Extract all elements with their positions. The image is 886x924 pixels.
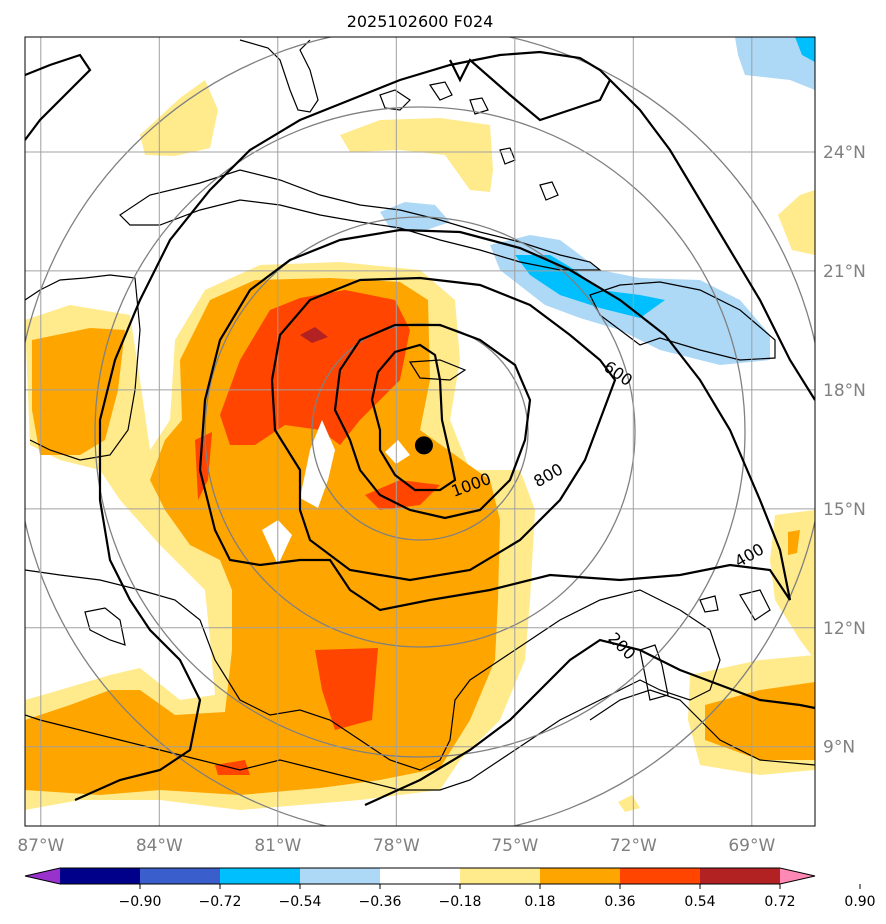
lat-lon-gridlines xyxy=(25,37,815,826)
shade-hole-2 xyxy=(262,520,292,565)
storm-center-marker xyxy=(414,436,433,455)
x-axis-ticks: 87°W 84°W 81°W 78°W 75°W 72°W 69°W xyxy=(17,836,775,856)
shade-region-orange-main xyxy=(25,278,500,795)
colorbar-segment xyxy=(540,868,621,884)
shade-region-darkred xyxy=(300,327,328,343)
contour-600 xyxy=(270,276,617,582)
contour-1000 xyxy=(370,343,457,492)
coastlines xyxy=(25,39,815,791)
map-area: 1000 800 600 400 200 xyxy=(25,37,815,826)
x-tick-label: 78°W xyxy=(373,836,420,856)
shade-region-lightblue-ne xyxy=(735,37,815,90)
x-tick-label: 75°W xyxy=(491,836,538,856)
shade-region-yellow-s xyxy=(618,795,640,812)
y-tick-label: 21°N xyxy=(823,262,866,282)
x-tick-label: 84°W xyxy=(136,836,183,856)
coast-central-america xyxy=(25,569,721,791)
coast-south-america xyxy=(589,689,815,766)
y-tick-label: 9°N xyxy=(823,738,855,758)
colorbar-segment xyxy=(300,868,381,884)
shade-region-red-small-1 xyxy=(365,480,440,510)
colorbar-segment xyxy=(140,868,221,884)
coast-islands-s xyxy=(699,589,771,621)
shade-region-red-small-2 xyxy=(315,648,378,730)
contour-200b xyxy=(364,638,815,807)
coast-island-1 xyxy=(84,607,126,646)
colorbar-tick-label: −0.72 xyxy=(199,894,242,910)
shade-region-orange-west xyxy=(32,328,125,455)
x-tick-label: 81°W xyxy=(254,836,301,856)
colorbar-extend-low xyxy=(25,868,60,884)
y-tick-label: 12°N xyxy=(823,619,866,639)
shade-region-orange-se xyxy=(705,682,815,760)
coast-islands-n xyxy=(379,81,559,201)
colorbar-segment xyxy=(380,868,461,884)
colorbar-tick-label: −0.90 xyxy=(119,894,162,910)
x-tick-label: 69°W xyxy=(728,836,775,856)
colorbar: −0.90 −0.72 −0.54 −0.36 −0.18 0.18 0.36 0.54 0.7… xyxy=(24,867,876,910)
coast-cuba xyxy=(119,169,602,271)
shade-region-cyan-ne xyxy=(795,37,815,62)
contour-200 xyxy=(74,50,815,802)
y-tick-label: 15°N xyxy=(823,500,866,520)
colorbar-tick-label: 0.36 xyxy=(604,894,635,910)
y-tick-label: 18°N xyxy=(823,381,866,401)
contour-ne xyxy=(449,58,611,122)
contour-nw xyxy=(25,53,92,141)
colorbar-tick-label: 0.18 xyxy=(524,894,555,910)
distance-ring-2 xyxy=(204,216,636,648)
shade-region-red-small-4 xyxy=(215,760,250,775)
colorbar-tick-label: −0.54 xyxy=(279,894,322,910)
shade-region-yellow-n2 xyxy=(340,118,493,192)
coast-island-2 xyxy=(639,644,669,701)
shade-hole-3 xyxy=(385,440,410,464)
colorbar-segment xyxy=(700,868,781,884)
colorbar-segment xyxy=(220,868,301,884)
colorbar-outline xyxy=(24,867,816,885)
colorbar-tick-label: −0.36 xyxy=(359,894,402,910)
colorbar-tick-label: 0.54 xyxy=(684,894,715,910)
shade-region-yellow-ne xyxy=(778,190,815,255)
chart-title: 2025102600 F024 xyxy=(347,12,494,31)
colorbar-tick-label: 0.90 xyxy=(844,894,875,910)
height-contours xyxy=(25,50,815,807)
colorbar-segment xyxy=(60,868,141,884)
x-tick-label: 72°W xyxy=(610,836,657,856)
coast-yucatan xyxy=(25,274,141,461)
distance-ring-3 xyxy=(94,106,746,758)
colorbar-segment xyxy=(460,868,541,884)
shade-region-red-small-3 xyxy=(195,432,212,500)
x-tick-label: 87°W xyxy=(17,836,64,856)
contour-800 xyxy=(333,323,532,520)
y-axis-ticks: 24°N 21°N 18°N 15°N 12°N 9°N xyxy=(823,143,866,758)
coast-hispaniola xyxy=(589,281,776,361)
colorbar-extend-high xyxy=(780,868,815,884)
shade-region-red-core xyxy=(220,290,410,445)
shade-region-yellow-east xyxy=(770,510,815,660)
colorbar-tick-label: 0.72 xyxy=(764,894,795,910)
colorbar-segment xyxy=(620,868,701,884)
contour-400 xyxy=(198,228,792,612)
colorbar-tick-label: −0.18 xyxy=(439,894,482,910)
y-tick-label: 24°N xyxy=(823,143,866,163)
map-frame xyxy=(24,36,816,827)
shade-region-orange-east-tick xyxy=(788,530,800,555)
